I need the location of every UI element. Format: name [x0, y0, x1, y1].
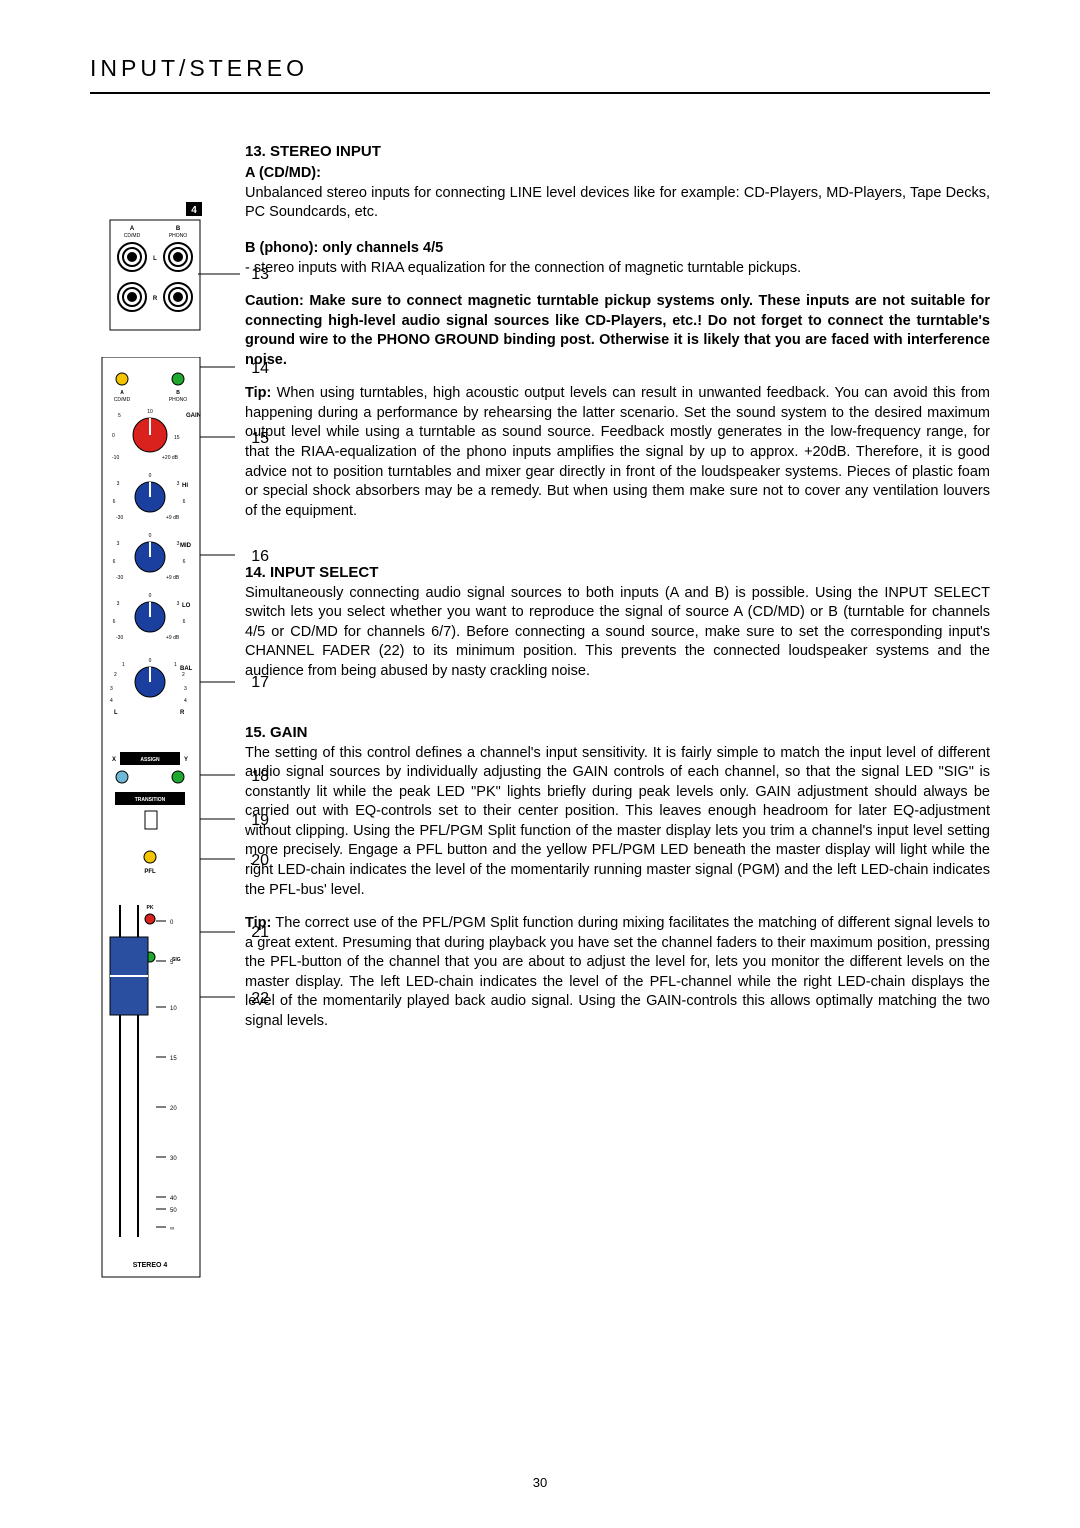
tip-text-13: When using turntables, high acoustic out…: [245, 385, 990, 518]
subhead-a: A (CD/MD):: [245, 164, 990, 184]
heading-14: 14. INPUT SELECT: [245, 563, 990, 583]
leader-lines: [90, 142, 280, 1342]
callout-20: 20: [245, 852, 269, 870]
heading-13: 13. STEREO INPUT: [245, 142, 990, 162]
callout-16: 16: [245, 548, 269, 566]
callout-15: 15: [245, 430, 269, 448]
main-row: 4 A B CD/MD PHONO L: [90, 142, 990, 1035]
callout-21: 21: [245, 924, 269, 942]
tip-13: Tip: When using turntables, high acousti…: [245, 384, 990, 521]
subhead-b: B (phono): only channels 4/5: [245, 239, 990, 259]
tip-text-15: The correct use of the PFL/PGM Split fun…: [245, 915, 990, 1029]
text-column: 13. STEREO INPUT A (CD/MD): Unbalanced s…: [245, 142, 990, 1035]
text-13b: - stereo inputs with RIAA equalization f…: [245, 259, 990, 279]
callout-14: 14: [245, 360, 269, 378]
page-number: 30: [0, 1475, 1080, 1490]
title-rule: [90, 92, 990, 94]
diagram-column: 4 A B CD/MD PHONO L: [90, 142, 245, 1035]
page-title: INPUT/STEREO: [90, 55, 990, 82]
callout-17: 17: [245, 674, 269, 692]
text-15: The setting of this control defines a ch…: [245, 744, 990, 901]
tip-15: Tip: The correct use of the PFL/PGM Spli…: [245, 914, 990, 1031]
callout-19: 19: [245, 812, 269, 830]
callout-18: 18: [245, 768, 269, 786]
heading-15: 15. GAIN: [245, 723, 990, 743]
callout-13: 13: [245, 266, 269, 284]
text-13a: Unbalanced stereo inputs for connecting …: [245, 184, 990, 223]
text-14: Simultaneously connecting audio signal s…: [245, 584, 990, 682]
caution-13: Caution: Make sure to connect magnetic t…: [245, 292, 990, 370]
callout-22: 22: [245, 990, 269, 1008]
